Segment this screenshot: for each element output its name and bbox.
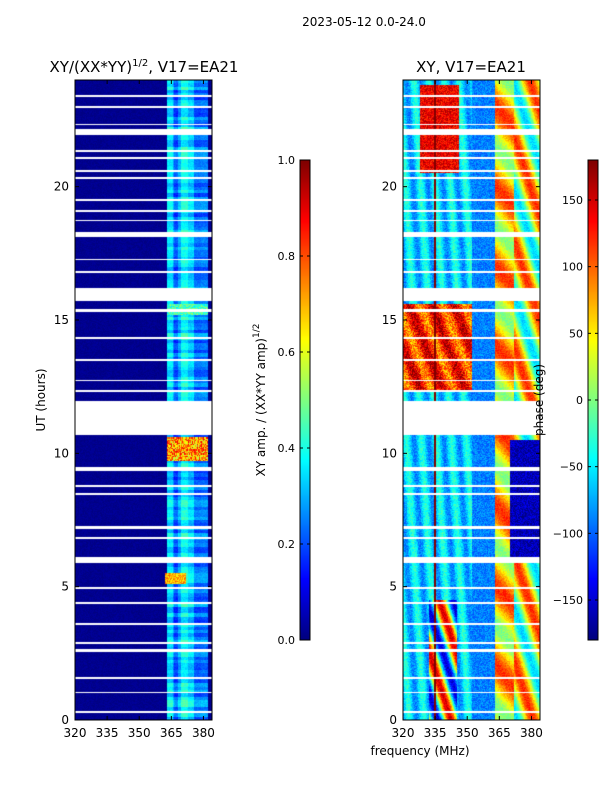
colorbar-tick-label: 0.6: [278, 346, 296, 359]
figure-suptitle: 2023-05-12 0.0-24.0: [302, 15, 426, 29]
colorbar-tick-label: 0.0: [278, 634, 296, 647]
amplitude-axes-ticks: 320 335 350 365 380 0 5 10 15 20: [54, 80, 215, 740]
colorbar-tick-label: −50: [560, 461, 583, 474]
phase-axes-frame: [402, 79, 541, 721]
amplitude-colorbar: 0.0 0.2 0.4 0.6 0.8 1.0 XY amp. / (XX*YY amp)…: [252, 154, 311, 647]
figure-xlabel: frequency (MHz): [370, 744, 469, 758]
colorbar-tick-label: −150: [553, 594, 583, 607]
xtick-label: 350: [456, 726, 479, 740]
amplitude-axes-frame: [74, 79, 213, 721]
phase-colorbar: −150 −100 −50 0 50 100 150 phase (deg): [532, 159, 599, 641]
phase-panel-title: XY, V17=EA21: [416, 58, 526, 76]
xtick-label: 380: [520, 726, 543, 740]
phase-colorbar-gradient: [588, 160, 598, 640]
xtick-label: 320: [64, 726, 87, 740]
ytick-label: 5: [61, 580, 69, 594]
amplitude-title-exponent: 1/2: [132, 58, 148, 69]
amplitude-panel-title: XY/(XX*YY)1/2, V17=EA21: [50, 58, 239, 76]
amplitude-colorbar-gradient: [300, 160, 310, 640]
phase-panel: XY, V17=EA21 320 335 350 365 380 0 5 10 15 20: [382, 58, 543, 740]
xtick-label: 380: [192, 726, 215, 740]
amplitude-panel: XY/(XX*YY)1/2, V17=EA21 320 335 350 365 380 0…: [34, 58, 238, 740]
phase-heatmap: [403, 80, 540, 720]
amplitude-heatmap: [75, 80, 212, 720]
colorbar-tick-label: −100: [553, 527, 583, 540]
colorbar-tick-label: 100: [562, 261, 583, 274]
colorbar-tick-label: 0.4: [278, 442, 296, 455]
amplitude-colorbar-label-exponent: 1/2: [252, 324, 262, 338]
ytick-label: 10: [54, 446, 69, 460]
ytick-label: 15: [54, 313, 69, 327]
xtick-label: 320: [392, 726, 415, 740]
phase-axes-ticks: 320 335 350 365 380 0 5 10 15 20: [382, 80, 543, 740]
amplitude-ylabel: UT (hours): [34, 368, 48, 431]
colorbar-tick-label: 0: [576, 394, 583, 407]
colorbar-tick-label: 0.8: [278, 250, 296, 263]
xtick-label: 365: [160, 726, 183, 740]
amplitude-colorbar-ticks: 0.0 0.2 0.4 0.6 0.8 1.0: [278, 154, 310, 647]
xtick-label: 365: [488, 726, 511, 740]
amplitude-colorbar-label: XY amp. / (XX*YY amp)1/2: [252, 324, 268, 477]
ytick-label: 10: [382, 446, 397, 460]
amplitude-colorbar-frame: [299, 159, 311, 641]
ytick-label: 0: [61, 713, 69, 727]
colorbar-tick-label: 150: [562, 194, 583, 207]
colorbar-tick-label: 0.2: [278, 538, 296, 551]
ytick-label: 20: [382, 180, 397, 194]
ytick-label: 5: [389, 580, 397, 594]
amplitude-colorbar-label-base: XY amp. / (XX*YY amp): [254, 338, 268, 476]
xtick-label: 350: [128, 726, 151, 740]
ytick-label: 0: [389, 713, 397, 727]
phase-colorbar-ticks: −150 −100 −50 0 50 100 150: [553, 194, 598, 607]
phase-colorbar-label: phase (deg): [532, 364, 546, 436]
xtick-label: 335: [96, 726, 119, 740]
amplitude-title-suffix: , V17=EA21: [148, 58, 238, 76]
xtick-label: 335: [424, 726, 447, 740]
colorbar-tick-label: 50: [569, 327, 583, 340]
ytick-label: 20: [54, 180, 69, 194]
ytick-label: 15: [382, 313, 397, 327]
colorbar-tick-label: 1.0: [278, 154, 296, 167]
amplitude-title-base: XY/(XX*YY): [50, 58, 133, 76]
